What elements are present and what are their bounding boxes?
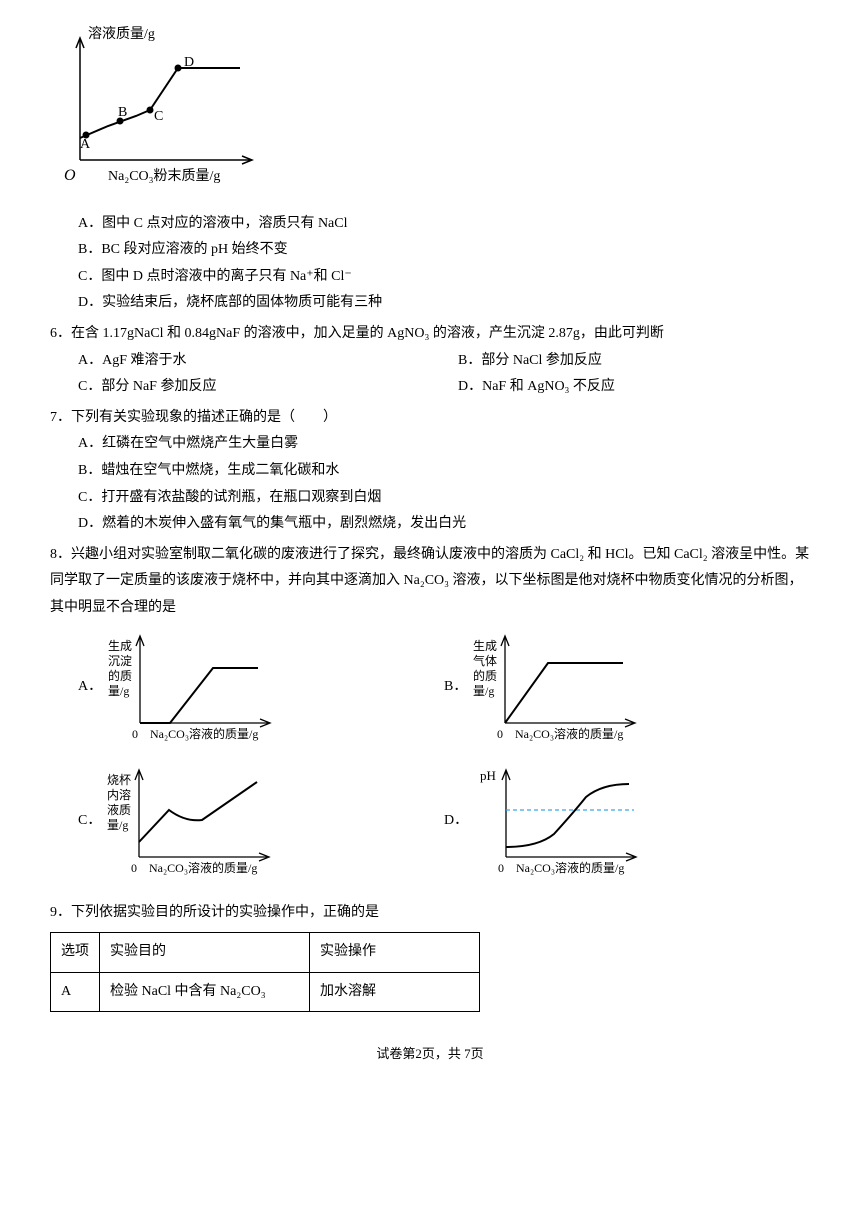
svg-text:A: A — [80, 137, 91, 152]
svg-text:生成: 生成 — [473, 639, 497, 653]
svg-text:烧杯: 烧杯 — [107, 773, 131, 787]
q6-stem: 6．在含 1.17gNaCl 和 0.84gNaF 的溶液中，加入足量的 AgN… — [50, 321, 810, 348]
svg-text:液质: 液质 — [107, 802, 131, 817]
question-8: 8．兴趣小组对实验室制取二氧化碳的废液进行了探究，最终确认废液中的溶质为 CaC… — [50, 542, 810, 896]
q7-option-b: B．蜡烛在空气中燃烧，生成二氧化碳和水 — [50, 458, 810, 485]
svg-text:Na₂CO₃溶液的质量/g: Na₂CO₃溶液的质量/g — [149, 860, 257, 875]
q8-stem: 8．兴趣小组对实验室制取二氧化碳的废液进行了探究，最终确认废液中的溶质为 CaC… — [50, 542, 810, 622]
q5-option-c: C．图中 D 点时溶液中的离子只有 Na⁺和 Cl⁻ — [50, 264, 810, 291]
top-chart: A B C D 溶液质量/g O Na₂CO₃粉末质量/g — [50, 20, 810, 201]
svg-text:的质: 的质 — [108, 668, 132, 683]
q6-option-b: B．部分 NaCl 参加反应 — [430, 348, 602, 375]
question-7: 7．下列有关实验现象的描述正确的是（ ） A．红磷在空气中燃烧产生大量白雾 B．… — [50, 405, 810, 538]
svg-text:Na₂CO₃溶液的质量/g: Na₂CO₃溶液的质量/g — [150, 726, 258, 741]
q6-option-d: D．NaF 和 AgNO₃ 不反应 — [430, 374, 615, 401]
question-6: 6．在含 1.17gNaCl 和 0.84gNaF 的溶液中，加入足量的 AgN… — [50, 321, 810, 401]
q8-graph-c: C． 烧杯 内溶 液质 量/g 0 Na₂CO₃溶液的质量/g — [78, 762, 444, 882]
q8-graph-d: D． pH 0 Na₂CO₃溶液的质量/g — [444, 762, 810, 882]
question-9: 9．下列依据实验目的所设计的实验操作中，正确的是 选项 实验目的 实验操作 A … — [50, 900, 810, 1013]
svg-text:0: 0 — [132, 727, 138, 741]
q9-stem: 9．下列依据实验目的所设计的实验操作中，正确的是 — [50, 900, 810, 927]
q9-cell-0: A — [51, 972, 100, 1012]
svg-text:生成: 生成 — [108, 639, 132, 653]
q7-stem: 7．下列有关实验现象的描述正确的是（ ） — [50, 405, 810, 432]
q5-option-d: D．实验结束后，烧杯底部的固体物质可能有三种 — [50, 290, 810, 317]
q7-option-d: D．燃着的木炭伸入盛有氧气的集气瓶中，剧烈燃烧，发出白光 — [50, 511, 810, 538]
svg-text:0: 0 — [131, 861, 137, 875]
q5-option-a: A．图中 C 点对应的溶液中，溶质只有 NaCl — [50, 211, 810, 238]
origin-label: O — [64, 167, 76, 184]
q6-option-a: A．AgF 难溶于水 — [50, 348, 430, 375]
svg-text:沉淀: 沉淀 — [108, 654, 132, 668]
q7-option-a: A．红磷在空气中燃烧产生大量白雾 — [50, 431, 810, 458]
q7-option-c: C．打开盛有浓盐酸的试剂瓶，在瓶口观察到白烟 — [50, 485, 810, 512]
svg-text:0: 0 — [497, 727, 503, 741]
svg-text:量/g: 量/g — [107, 818, 128, 832]
svg-text:B: B — [118, 105, 127, 120]
svg-text:Na₂CO₃溶液的质量/g: Na₂CO₃溶液的质量/g — [516, 860, 624, 875]
q8-letter-b: B． — [444, 674, 467, 701]
q9-table: 选项 实验目的 实验操作 A 检验 NaCl 中含有 Na₂CO₃ 加水溶解 — [50, 932, 480, 1012]
q8-graph-a: A． 生成 沉淀 的质 量/g 0 Na₂CO₃溶液的质量/g — [78, 628, 444, 748]
q9-header-1: 实验目的 — [100, 933, 310, 973]
svg-text:内溶: 内溶 — [107, 787, 131, 802]
q6-option-c: C．部分 NaF 参加反应 — [50, 374, 430, 401]
svg-text:Na₂CO₃溶液的质量/g: Na₂CO₃溶液的质量/g — [515, 726, 623, 741]
q5-option-b: B．BC 段对应溶液的 pH 始终不变 — [50, 237, 810, 264]
q9-header-0: 选项 — [51, 933, 100, 973]
x-axis-label: Na₂CO₃粉末质量/g — [108, 168, 220, 184]
svg-text:气体: 气体 — [473, 653, 497, 668]
q9-cell-2: 加水溶解 — [310, 972, 480, 1012]
y-axis-label: 溶液质量/g — [88, 26, 155, 42]
q9-cell-1: 检验 NaCl 中含有 Na₂CO₃ — [100, 972, 310, 1012]
svg-text:0: 0 — [498, 861, 504, 875]
svg-text:的质: 的质 — [473, 668, 497, 683]
q8-letter-a: A． — [78, 674, 102, 701]
q9-header-2: 实验操作 — [310, 933, 480, 973]
svg-text:量/g: 量/g — [108, 684, 129, 698]
q8-letter-c: C． — [78, 808, 101, 835]
svg-text:量/g: 量/g — [473, 684, 494, 698]
q8-letter-d: D． — [444, 808, 468, 835]
page-footer: 试卷第2页，共 7页 — [50, 1042, 810, 1067]
svg-text:D: D — [184, 55, 194, 70]
svg-text:pH: pH — [480, 768, 496, 783]
svg-text:C: C — [154, 109, 163, 124]
q8-graph-b: B． 生成 气体 的质 量/g 0 Na₂CO₃溶液的质量/g — [444, 628, 810, 748]
